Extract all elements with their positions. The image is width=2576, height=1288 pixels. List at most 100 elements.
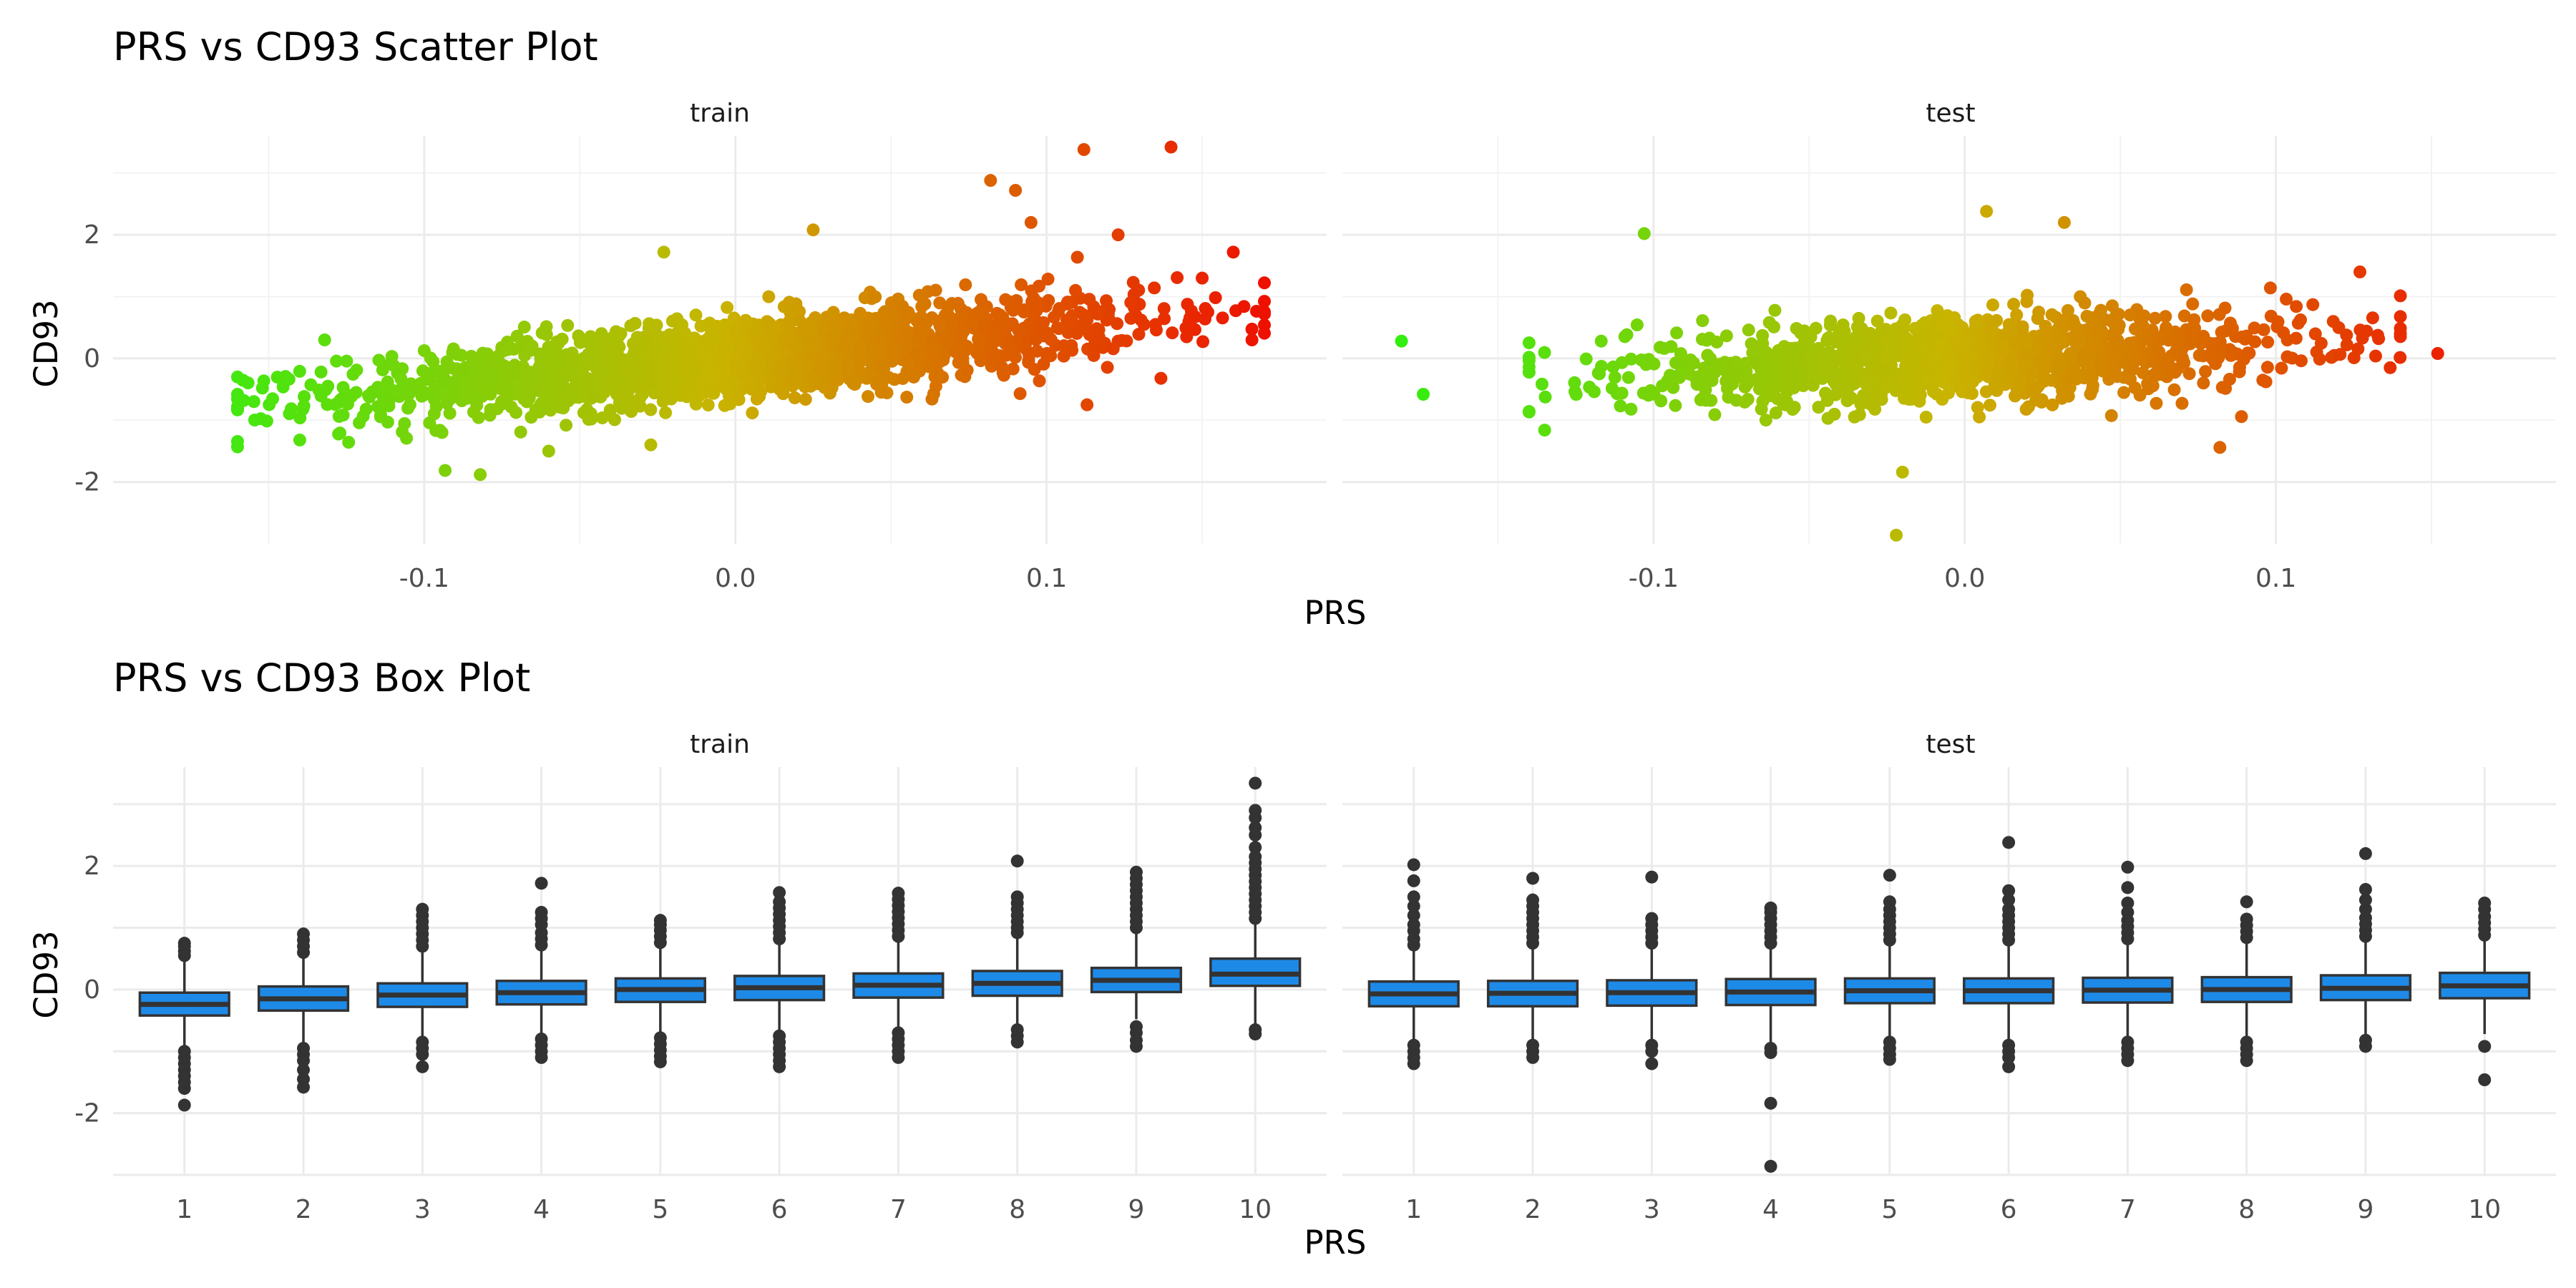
scatter-point — [562, 363, 576, 376]
scatter-point — [2333, 348, 2347, 361]
scatter-point — [1019, 336, 1033, 350]
scatter-point — [1209, 291, 1222, 304]
box-outlier — [1526, 872, 1540, 885]
scatter-point — [741, 345, 754, 358]
scatter-point — [841, 358, 855, 371]
scatter-point — [598, 348, 612, 361]
box-outlier — [1407, 890, 1420, 904]
scatter-point — [1755, 363, 1768, 376]
scatter-point — [1823, 318, 1837, 332]
box-9 — [1090, 865, 1183, 1053]
scatter-point — [446, 346, 459, 359]
box-outlier — [2002, 1060, 2016, 1073]
scatter-point — [414, 376, 427, 390]
scatter-point — [2271, 315, 2285, 328]
box-x-tick-label: 4 — [1762, 1195, 1779, 1224]
scatter-point — [1935, 319, 1948, 333]
scatter-y-tick-labels: -2 0 2 — [74, 220, 100, 497]
box-outlier — [1764, 1096, 1777, 1110]
box-outlier — [2358, 847, 2372, 860]
scatter-point — [2280, 350, 2294, 364]
scatter-point — [786, 338, 800, 352]
scatter-point — [1825, 360, 1839, 374]
scatter-point — [711, 356, 724, 369]
scatter-point — [1621, 371, 1635, 384]
box-outlier — [2121, 860, 2135, 874]
scatter-point — [1189, 310, 1202, 323]
scatter-point — [1695, 370, 1709, 384]
scatter-point — [582, 357, 595, 371]
scatter-point — [340, 354, 353, 368]
box-outlier — [1645, 1057, 1659, 1070]
scatter-point — [1753, 378, 1767, 391]
scatter-point — [2037, 353, 2051, 366]
scatter-point — [1755, 402, 1768, 416]
scatter-point — [900, 338, 914, 352]
scatter-x-tick-label: 0.1 — [1026, 564, 1067, 593]
box-outlier — [2002, 893, 2016, 907]
scatter-point — [665, 379, 679, 393]
scatter-point — [1101, 361, 1114, 374]
scatter-point — [1092, 330, 1106, 343]
scatter-point — [683, 356, 697, 370]
scatter-point — [1630, 318, 1644, 332]
box-y-tick-label: 0 — [84, 975, 100, 1005]
scatter-point — [398, 416, 411, 430]
scatter-point — [1029, 333, 1043, 346]
scatter-point — [1836, 318, 1850, 332]
scatter-point — [1120, 334, 1133, 348]
scatter-point — [1134, 313, 1148, 327]
scatter-point — [693, 376, 707, 389]
box-outlier — [1407, 874, 1420, 887]
scatter-point — [265, 392, 279, 406]
scatter-point — [933, 319, 947, 333]
scatter-point — [2351, 342, 2365, 356]
scatter-point — [464, 349, 478, 363]
scatter-point — [1882, 362, 1896, 376]
scatter-point — [799, 393, 812, 406]
scatter-point — [1838, 356, 1851, 370]
scatter-point — [621, 384, 635, 398]
scatter-point — [670, 348, 684, 361]
scatter-point — [1033, 374, 1046, 388]
scatter-point — [2039, 332, 2052, 346]
box-outlier — [2002, 836, 2016, 849]
scatter-point — [1027, 291, 1040, 305]
scatter-point — [1606, 360, 1620, 374]
box-outlier — [177, 1082, 191, 1096]
scatter-point — [721, 342, 735, 356]
box-x-tick-label: 8 — [2238, 1195, 2255, 1224]
scatter-point — [1852, 311, 1865, 325]
scatter-point — [2308, 327, 2322, 341]
scatter-point — [990, 349, 1003, 363]
scatter-point — [1821, 331, 1835, 345]
scatter-point — [1969, 319, 1983, 333]
scatter-point — [993, 308, 1007, 322]
scatter-point — [560, 419, 573, 432]
scatter-point — [1787, 364, 1801, 377]
scatter-point — [941, 301, 955, 314]
box-outlier — [1010, 1035, 1024, 1049]
scatter-point — [623, 352, 637, 366]
scatter-point — [1614, 399, 1627, 413]
scatter-point — [1199, 302, 1212, 316]
scatter-point — [606, 331, 620, 344]
scatter-point — [2147, 368, 2161, 381]
box-strip-train: train — [690, 730, 750, 759]
scatter-point — [762, 290, 776, 303]
scatter-point — [1594, 334, 1608, 348]
scatter-point — [1699, 394, 1713, 407]
scatter-point — [1719, 374, 1733, 388]
scatter-point — [1890, 528, 1903, 542]
box-outlier — [773, 895, 786, 909]
scatter-point — [593, 381, 607, 394]
scatter-point — [1708, 408, 1722, 421]
box-outlier — [2358, 893, 2372, 907]
scatter-point — [929, 379, 942, 393]
box-outlier — [1249, 850, 1262, 864]
scatter-point — [517, 321, 531, 334]
scatter-point — [525, 339, 539, 353]
scatter-point — [336, 381, 350, 394]
scatter-point — [2290, 300, 2303, 313]
scatter-point — [2081, 356, 2094, 370]
